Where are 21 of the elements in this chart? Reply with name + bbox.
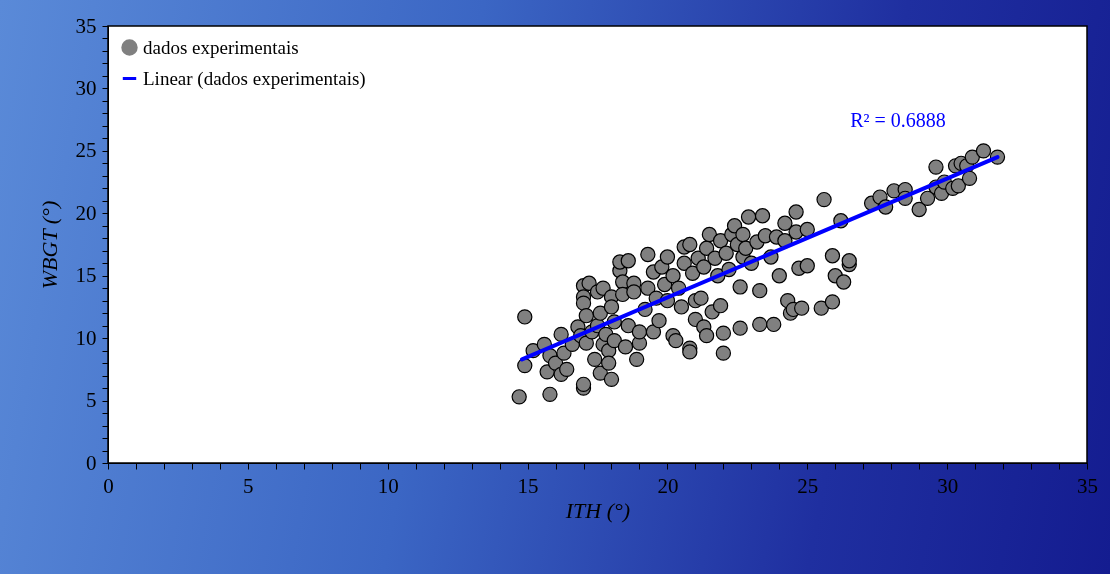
y-tick-label: 20 [75, 200, 97, 225]
annotation: R² = 0.6888 [850, 109, 946, 131]
legend-label: Linear (dados experimentais) [143, 67, 366, 90]
y-tick-label: 15 [75, 263, 97, 288]
legend-label: dados experimentais [143, 36, 299, 58]
x-tick-label: 5 [243, 473, 254, 498]
x-tick-label: 35 [1077, 473, 1098, 498]
x-tick-label: 30 [937, 473, 959, 498]
y-tick-label: 30 [75, 75, 97, 100]
y-tick-label: 25 [75, 138, 97, 163]
y-tick-label: 35 [75, 13, 97, 38]
x-tick-label: 0 [103, 473, 114, 498]
x-tick-label: 25 [797, 473, 819, 498]
x-tick-label: 15 [517, 473, 539, 498]
y-tick-label: 5 [86, 388, 97, 413]
y-tick-label: 10 [75, 325, 97, 350]
x-axis-title: ITH (°) [564, 497, 631, 523]
x-tick-label: 20 [657, 473, 679, 498]
y-tick-label: 0 [86, 450, 97, 475]
y-axis-title: WBGT (°) [36, 200, 62, 290]
x-tick-label: 10 [377, 473, 399, 498]
